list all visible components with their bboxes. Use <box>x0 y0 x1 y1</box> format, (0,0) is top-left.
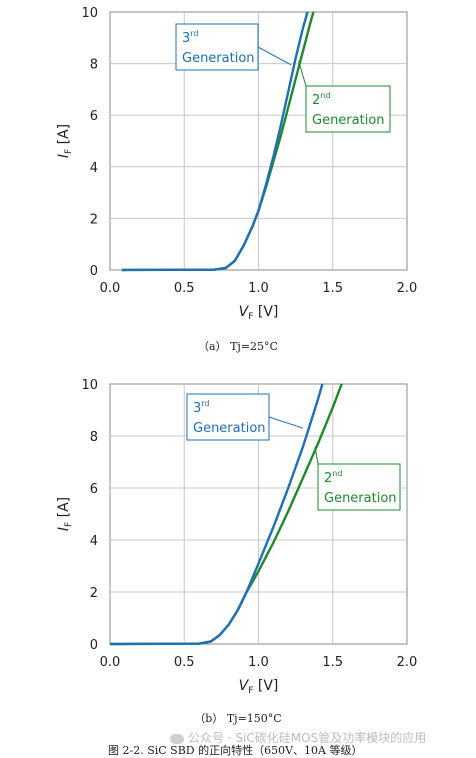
legend-leader-line <box>314 446 319 465</box>
chart-caption-b: （b） Tj=150°C <box>194 712 282 725</box>
legend-label: Generation <box>193 421 266 436</box>
y-tick-label: 8 <box>90 430 98 445</box>
wechat-icon <box>170 733 184 744</box>
y-axis-label: IF [A] <box>56 124 74 158</box>
x-tick-label: 0.0 <box>100 281 121 296</box>
y-tick-label: 0 <box>90 638 98 653</box>
legend-box <box>186 393 270 441</box>
x-tick-label: 2.0 <box>397 655 418 670</box>
chart-b: 0.0 0.5 1.0 1.5 2.0 0 2 4 6 8 10 VF [V] IF [A] 3rd Gen… <box>56 378 418 696</box>
x-tick-label: 0.5 <box>174 655 195 670</box>
watermark-text: 公众号 · SiC碳化硅MOS管及功率模块的应用 <box>188 731 427 745</box>
x-tick-label: 1.5 <box>322 281 343 296</box>
series-line-3rd-gen <box>121 11 309 272</box>
figure-caption: 图 2-2. SiC SBD 的正向特性（650V、10A 等级） <box>108 744 363 757</box>
chart-caption-a: （a） Tj=25°C <box>198 340 278 353</box>
y-tick-label: 2 <box>90 212 98 227</box>
x-axis-label: VF [V] <box>239 304 279 322</box>
legend-label: Generation <box>182 51 255 66</box>
legend-leader-line <box>257 46 292 66</box>
y-tick-label: 2 <box>90 586 98 601</box>
y-tick-label: 0 <box>90 264 98 279</box>
legend-leader-line <box>268 416 304 429</box>
chart-panel-b: 0.0 0.5 1.0 1.5 2.0 0 2 4 6 8 10 VF [V] IF [A] 3rd Gen… <box>0 372 476 702</box>
legend-box <box>305 85 391 133</box>
legend-leader-line <box>298 60 307 87</box>
legend-label: Generation <box>312 113 385 128</box>
watermark: 公众号 · SiC碳化硅MOS管及功率模块的应用 <box>170 729 426 746</box>
y-tick-label: 10 <box>81 6 98 21</box>
y-tick-label: 8 <box>90 58 98 73</box>
x-tick-label: 0.0 <box>100 655 121 670</box>
x-tick-label: 0.5 <box>174 281 195 296</box>
y-tick-label: 6 <box>90 109 98 124</box>
series-line-3rd-gen <box>109 383 324 646</box>
legend-label: 2nd <box>324 469 342 486</box>
chart-a: 0.0 0.5 1.0 1.5 2.0 0 2 4 6 8 10 VF [V] IF [A] 3rd Gen… <box>56 6 418 322</box>
y-tick-label: 4 <box>90 161 98 176</box>
x-tick-label: 1.5 <box>322 655 343 670</box>
y-tick-label: 6 <box>90 482 98 497</box>
legend-label: 3rd <box>193 399 210 416</box>
legend-label: Generation <box>324 491 397 506</box>
x-tick-label: 1.0 <box>248 655 269 670</box>
legend-label: 2nd <box>312 91 330 108</box>
x-tick-label: 2.0 <box>397 281 418 296</box>
y-tick-label: 4 <box>90 534 98 549</box>
legend-box <box>175 23 259 71</box>
x-axis-label: VF [V] <box>239 678 279 696</box>
x-tick-label: 1.0 <box>248 281 269 296</box>
y-tick-label: 10 <box>81 378 98 393</box>
legend-label: 3rd <box>182 29 199 46</box>
legend-box <box>317 463 401 511</box>
y-axis-label: IF [A] <box>56 497 74 531</box>
chart-panel-a: 0.0 0.5 1.0 1.5 2.0 0 2 4 6 8 10 VF [V] IF [A] 3rd Gen… <box>0 0 476 345</box>
